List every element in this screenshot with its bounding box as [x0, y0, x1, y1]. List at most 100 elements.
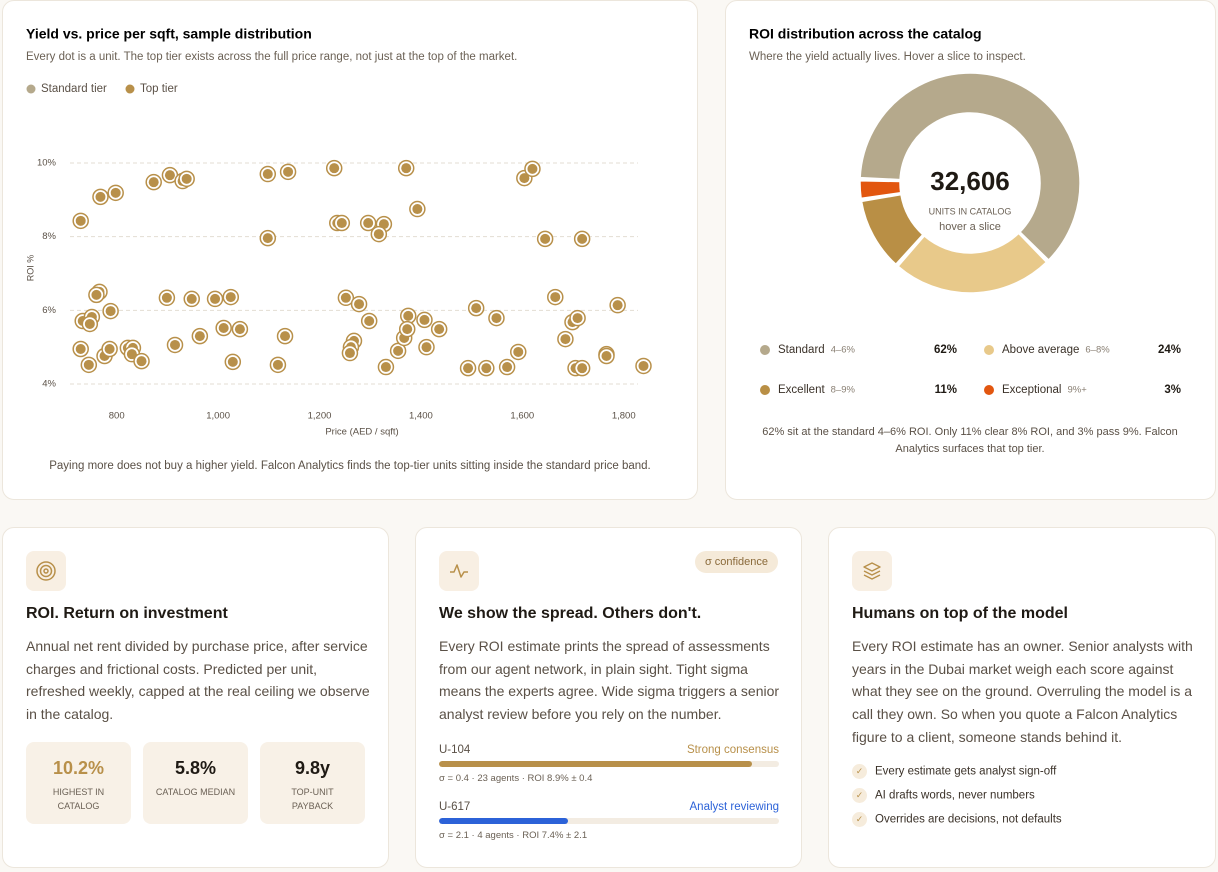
point-dot: [412, 204, 423, 215]
donut-title: ROI distribution across the catalog: [749, 26, 982, 42]
point-dot: [354, 299, 365, 310]
data-point: [359, 214, 377, 232]
bar-track: [439, 761, 779, 767]
data-point: [206, 290, 224, 308]
point-dot: [363, 218, 374, 229]
stat-label: HIGHEST IN CATALOG: [52, 787, 105, 811]
data-point: [191, 327, 209, 345]
unit-row: U-104 Strong consensus σ = 0.4 · 23 agen…: [439, 744, 779, 784]
check-item: ✓ Every estimate gets analyst sign-off: [852, 764, 1056, 779]
data-point: [557, 330, 574, 348]
stat-label: TOP-UNIT PAYBACK: [291, 787, 334, 811]
point-dot: [194, 331, 205, 342]
stat: 9.8y TOP-UNIT PAYBACK: [260, 742, 365, 824]
point-dot: [84, 318, 95, 329]
check-text: Every estimate gets analyst sign-off: [875, 765, 1057, 778]
legend-swatch: [760, 345, 770, 355]
data-point: [536, 230, 554, 248]
stat-value: 9.8y: [294, 758, 331, 778]
card-title: ROI. Return on investment: [26, 605, 228, 622]
data-point: [80, 356, 98, 374]
unit-status: Analyst reviewing: [689, 801, 779, 813]
point-dot: [161, 292, 172, 303]
point-dot: [612, 300, 623, 311]
data-point: [259, 229, 277, 247]
data-point: [377, 358, 395, 376]
point-dot: [471, 303, 482, 314]
point-dot: [104, 344, 115, 355]
data-point: [635, 357, 652, 375]
data-point: [72, 340, 89, 358]
point-dot: [210, 293, 221, 304]
data-point: [409, 200, 426, 218]
card-title: Humans on top of the model: [852, 605, 1068, 622]
data-point: [161, 166, 179, 184]
data-point: [488, 309, 505, 327]
point-dot: [434, 324, 445, 335]
spread-card: σ confidence We show the spread. Others …: [415, 527, 802, 868]
point-dot: [491, 313, 502, 324]
point-dot: [540, 233, 551, 244]
legend-value: 24%: [1158, 344, 1181, 356]
data-point: [598, 347, 615, 365]
data-point: [467, 299, 485, 317]
unit-id: U-104: [439, 744, 471, 756]
donut-slice: [860, 193, 924, 266]
point-dot: [336, 218, 347, 229]
y-tick-label: 8%: [42, 231, 56, 242]
data-point: [573, 230, 591, 248]
data-point: [259, 165, 277, 183]
data-point: [430, 320, 448, 338]
point-dot: [380, 362, 391, 373]
x-tick-label: 1,800: [612, 411, 636, 422]
humans-card: Humans on top of the model Every ROI est…: [828, 527, 1216, 868]
point-dot: [402, 324, 413, 335]
point-dot: [601, 351, 612, 362]
data-point: [573, 359, 591, 377]
data-point: [397, 159, 415, 177]
legend-value: 11%: [935, 384, 957, 396]
stat-value: 5.8%: [174, 758, 217, 778]
point-dot: [577, 233, 588, 244]
roi-card: ROI. Return on investment Annual net ren…: [2, 527, 389, 868]
legend-range: 8–9%: [831, 385, 856, 396]
data-point: [166, 336, 184, 354]
check-item: ✓ AI drafts words, never numbers: [852, 788, 1035, 803]
data-point: [215, 319, 232, 337]
unit-meta: σ = 2.1 · 4 agents · ROI 7.4% ± 2.1: [439, 830, 588, 841]
data-point: [609, 296, 626, 314]
donut-slice: [859, 72, 1081, 262]
x-tick-label: 800: [109, 411, 125, 422]
donut-note: 62% sit at the standard 4–6% ROI. Only 1…: [762, 426, 1178, 455]
point-dot: [577, 363, 588, 374]
point-dot: [481, 363, 492, 374]
card-body: Every ROI estimate has an owner. Senior …: [852, 638, 1193, 745]
point-dot: [550, 292, 561, 303]
center-value: 32,606: [930, 166, 1010, 196]
legend-swatch: [26, 84, 36, 94]
data-point: [276, 327, 294, 345]
point-dot: [218, 323, 229, 334]
badge: σ confidence: [694, 551, 778, 573]
scatter-card: [2, 0, 698, 500]
data-point: [333, 214, 351, 232]
point-dot: [83, 359, 94, 370]
icon-layers: [852, 551, 892, 591]
check-text: AI drafts words, never numbers: [875, 789, 1035, 802]
x-axis-label: Price (AED / sqft): [325, 427, 398, 438]
point-dot: [234, 324, 245, 335]
data-point: [524, 160, 541, 178]
check-text: Overrides are decisions, not defaults: [875, 813, 1062, 826]
legend-swatch: [984, 345, 994, 355]
data-point: [360, 312, 378, 330]
point-dot: [225, 292, 236, 303]
card-body: Every ROI estimate prints the spread of …: [439, 638, 780, 723]
donut-slice: [859, 179, 902, 200]
point-dot: [344, 348, 355, 359]
point-dot: [373, 229, 384, 240]
legend-label: Excellent: [778, 384, 825, 396]
data-point: [231, 320, 249, 338]
point-dot: [170, 339, 181, 350]
point-dot: [148, 177, 159, 188]
legend-label: Top tier: [140, 83, 178, 95]
